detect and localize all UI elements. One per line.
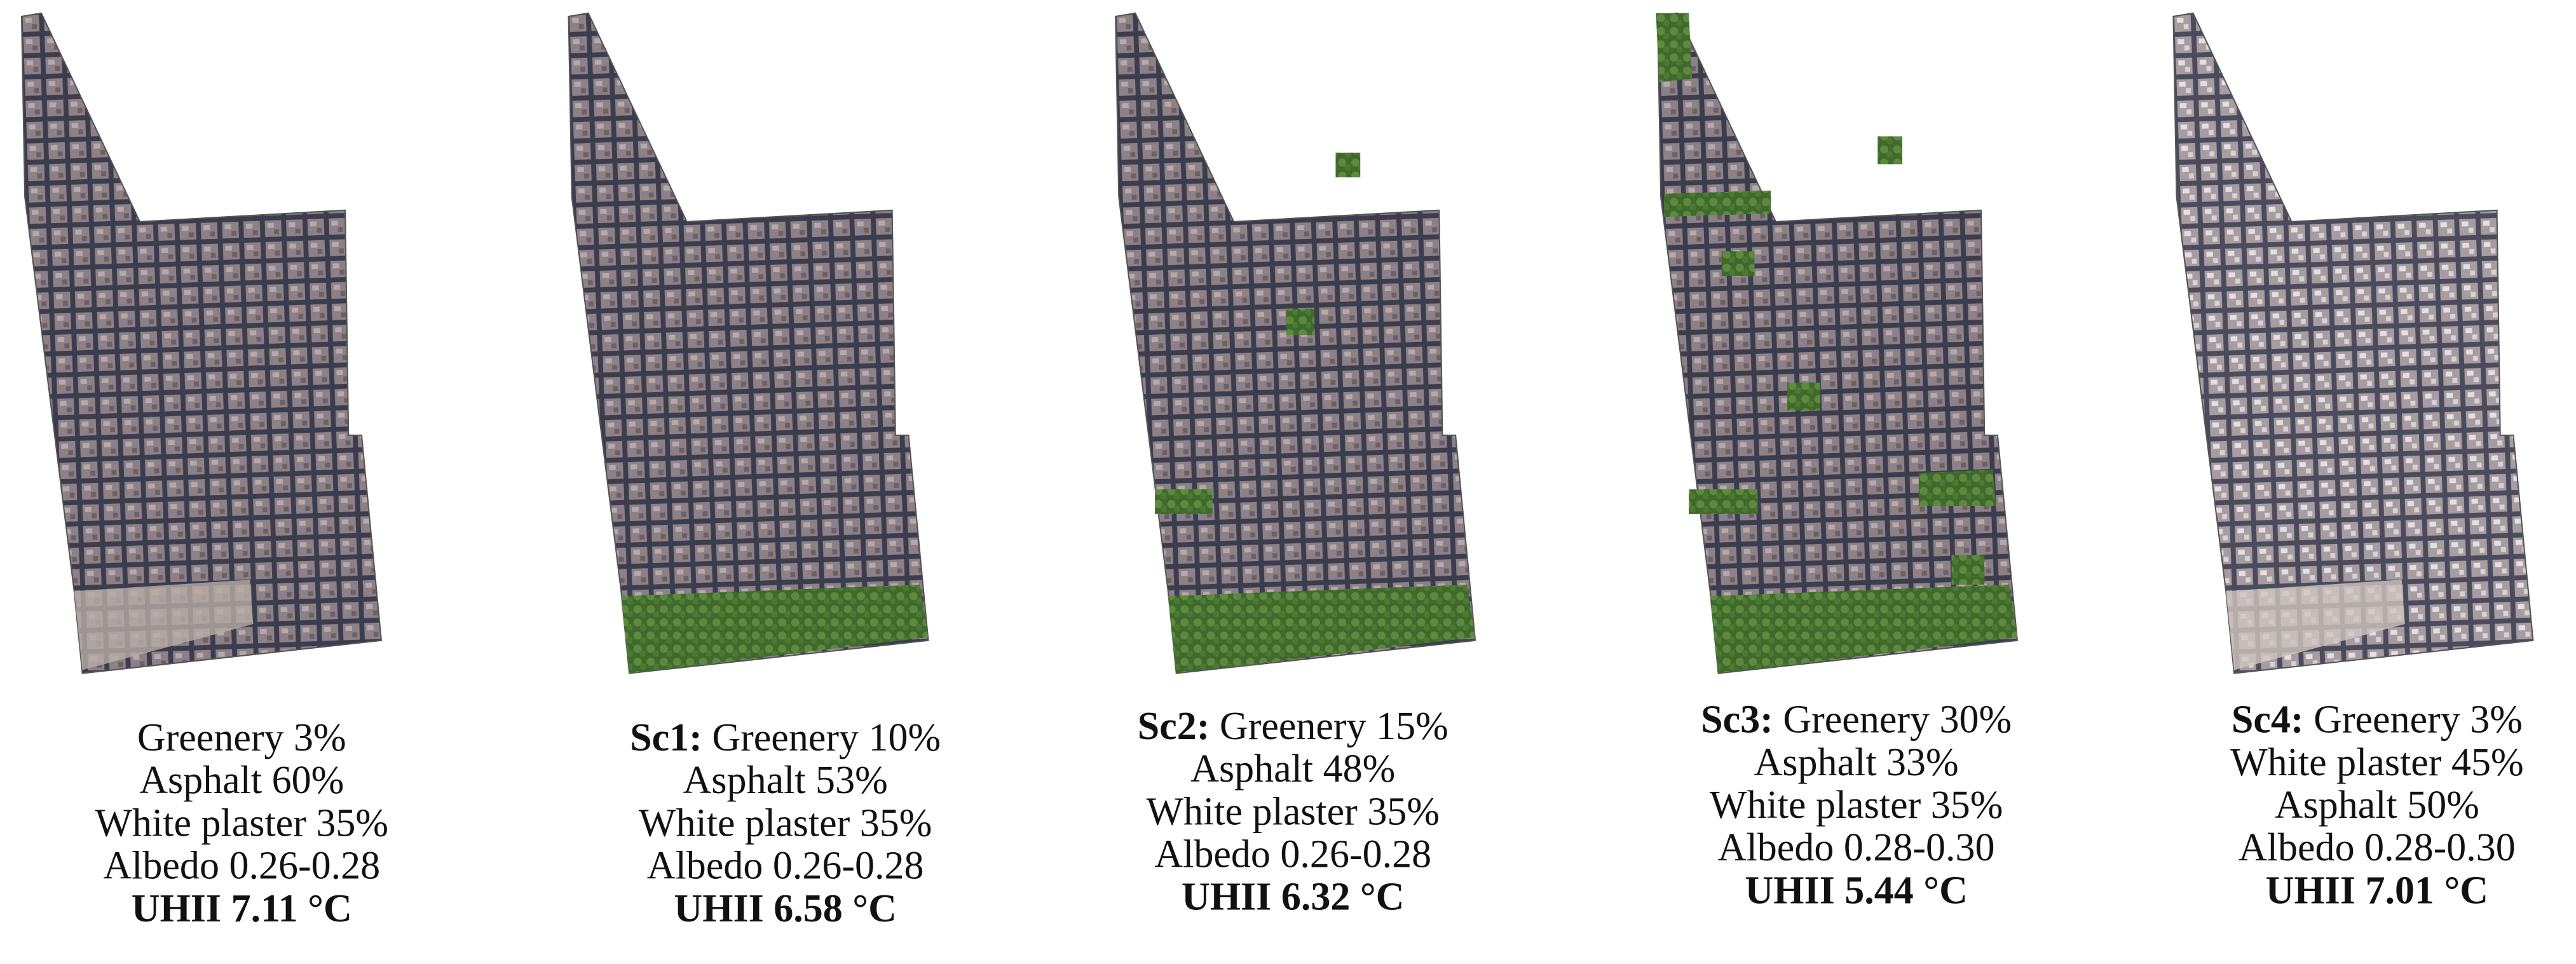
caption-line: White plaster 35% — [1710, 784, 2003, 827]
caption-line: Sc4: Greenery 3% — [2232, 698, 2523, 742]
map — [1656, 12, 2019, 674]
scenario-label: Sc2: — [1138, 705, 1210, 748]
map-area — [20, 12, 383, 674]
caption-line: Asphalt 48% — [1190, 747, 1395, 791]
caption-line: Asphalt 60% — [139, 759, 344, 802]
caption-line: White plaster 45% — [2230, 741, 2524, 784]
map-area — [1115, 12, 1476, 674]
map — [1115, 12, 1476, 674]
uhii-value: UHII 6.32 °C — [1182, 876, 1404, 919]
rail-yard — [2226, 580, 2405, 670]
caption-text: Greenery 10% — [712, 716, 941, 759]
caption-line: Asphalt 53% — [683, 759, 888, 802]
caption-line: Asphalt 50% — [2275, 784, 2479, 827]
caption-line: Albedo 0.28-0.30 — [2239, 826, 2516, 869]
caption-line: Albedo 0.26-0.28 — [647, 845, 924, 888]
uhii-value: UHII 6.58 °C — [674, 887, 896, 930]
green-area — [621, 585, 929, 674]
green-area — [1787, 383, 1820, 411]
caption-text: Greenery 30% — [1783, 698, 2012, 742]
green-area — [1918, 470, 1996, 506]
green-area — [1286, 308, 1314, 336]
caption-line: White plaster 35% — [95, 801, 389, 845]
caption-text: Greenery 15% — [1220, 705, 1448, 748]
green-area — [1689, 489, 1758, 514]
green-area — [1710, 585, 2017, 674]
green-area — [1951, 555, 1985, 585]
caption-text: Greenery 3% — [137, 716, 346, 759]
caption-line: Albedo 0.26-0.28 — [103, 845, 380, 888]
caption-text: Greenery 3% — [2314, 698, 2523, 742]
green-area — [1335, 153, 1361, 178]
caption-line: Sc3: Greenery 30% — [1701, 698, 2012, 742]
rail-yard — [74, 580, 254, 670]
map — [2172, 12, 2534, 674]
green-area — [1721, 251, 1755, 276]
caption-line: White plaster 35% — [639, 801, 932, 845]
caption-line: White plaster 35% — [1146, 790, 1440, 833]
map-area — [2172, 12, 2534, 674]
green-area — [1664, 190, 1771, 217]
map — [568, 12, 929, 674]
green-area — [1877, 136, 1903, 165]
green-area — [1656, 13, 1693, 83]
caption-line: Greenery 3% — [137, 716, 346, 759]
caption-line: Asphalt 33% — [1754, 741, 1959, 784]
uhii-value: UHII 5.44 °C — [1745, 869, 1967, 912]
caption-line: Sc2: Greenery 15% — [1138, 705, 1448, 748]
caption-line: Albedo 0.26-0.28 — [1154, 833, 1431, 876]
green-area — [1155, 489, 1213, 514]
caption-line: Sc1: Greenery 10% — [630, 716, 941, 759]
uhii-value: UHII 7.11 °C — [132, 887, 352, 930]
green-area — [1168, 585, 1476, 674]
uhii-value: UHII 7.01 °C — [2266, 869, 2488, 912]
scenario-label: Sc3: — [1701, 698, 1773, 742]
caption-line: Albedo 0.28-0.30 — [1718, 826, 1995, 869]
map — [20, 12, 383, 674]
scenario-label: Sc4: — [2232, 698, 2304, 742]
map-area — [568, 12, 929, 674]
scenario-label: Sc1: — [630, 716, 702, 759]
